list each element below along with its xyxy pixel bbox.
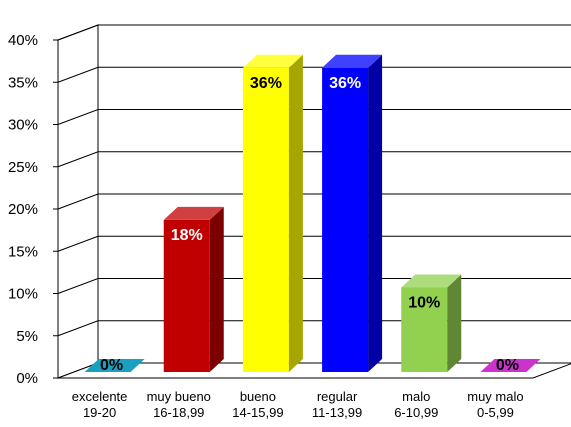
bar-front — [163, 219, 210, 372]
bar-side — [447, 274, 462, 372]
data-label: 36% — [250, 75, 282, 92]
bar-front — [242, 67, 289, 373]
bar-top — [163, 206, 224, 220]
gridline — [57, 235, 571, 252]
x-category-label: muy malo 0-5,99 — [467, 389, 523, 420]
gridline — [57, 66, 571, 83]
x-category-label: excelente 19-20 — [72, 389, 128, 420]
x-category-label: regular 11-13,99 — [312, 389, 362, 420]
gridline — [57, 193, 571, 210]
chart-walls — [57, 24, 571, 379]
y-tick-label: 10% — [8, 286, 38, 303]
x-category-label: bueno 14-15,99 — [232, 389, 283, 420]
bar-side — [368, 54, 383, 373]
bar-side — [288, 54, 303, 373]
bar-front — [401, 287, 448, 372]
bar — [480, 359, 541, 372]
bar-side — [209, 206, 224, 372]
data-label: 0% — [100, 357, 123, 374]
bar-top — [242, 54, 303, 68]
data-label: 18% — [171, 227, 203, 244]
bar — [322, 54, 383, 373]
bar-top — [401, 274, 462, 288]
y-tick-label: 25% — [8, 159, 38, 176]
data-label: 0% — [496, 357, 519, 374]
y-tick-label: 5% — [16, 328, 38, 345]
bar-top — [322, 54, 383, 68]
bar-front — [322, 67, 369, 373]
gridlines — [57, 24, 571, 337]
y-tick-label: 15% — [8, 243, 38, 260]
y-tick-label: 0% — [16, 370, 38, 387]
gridline — [57, 151, 571, 168]
bar — [84, 359, 145, 372]
x-category-label: muy bueno 16-18,99 — [147, 389, 211, 420]
y-axis-ticks: 0% 5% 10% 15% 20% 25% 30% 35% 40% — [8, 32, 58, 387]
y-tick-label: 35% — [8, 74, 38, 91]
bar-top — [84, 359, 145, 372]
bar-top — [480, 359, 541, 372]
data-label: 36% — [329, 75, 361, 92]
x-category-label: malo 6-10,99 — [394, 389, 438, 420]
bars — [84, 54, 541, 373]
data-labels: 0% 18% 36% 36% 10% 0% — [100, 75, 519, 374]
x-axis-categories: excelente 19-20 muy bueno 16-18,99 bueno 14-1… — [72, 389, 524, 420]
y-tick-label: 40% — [8, 32, 38, 49]
bar — [401, 274, 462, 372]
gridline — [57, 109, 571, 125]
y-tick-label: 20% — [8, 201, 38, 218]
gridline — [57, 24, 571, 41]
data-label: 10% — [408, 295, 440, 312]
bar — [242, 54, 303, 373]
y-tick-label: 30% — [8, 117, 38, 134]
bar — [163, 206, 224, 372]
